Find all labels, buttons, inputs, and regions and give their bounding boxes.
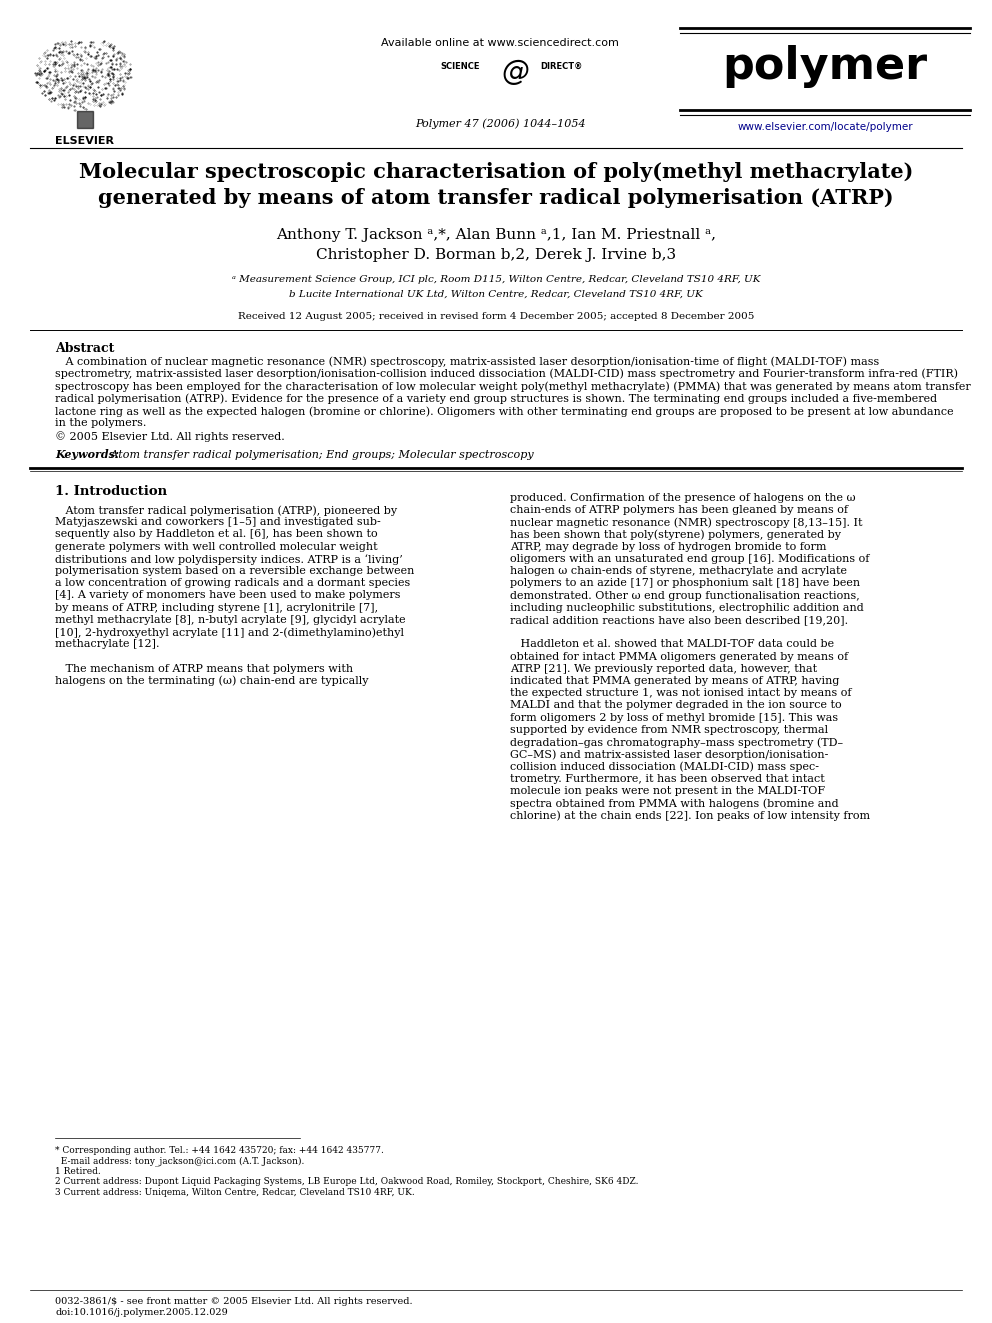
Text: doi:10.1016/j.polymer.2005.12.029: doi:10.1016/j.polymer.2005.12.029: [55, 1308, 228, 1316]
Text: * Corresponding author. Tel.: +44 1642 435720; fax: +44 1642 435777.: * Corresponding author. Tel.: +44 1642 4…: [55, 1146, 384, 1155]
Text: ᵃ Measurement Science Group, ICI plc, Room D115, Wilton Centre, Redcar, Clevelan: ᵃ Measurement Science Group, ICI plc, Ro…: [232, 275, 760, 284]
Text: ATRP, may degrade by loss of hydrogen bromide to form: ATRP, may degrade by loss of hydrogen br…: [510, 542, 826, 552]
Text: GC–MS) and matrix-assisted laser desorption/ionisation-: GC–MS) and matrix-assisted laser desorpt…: [510, 749, 828, 759]
Text: a low concentration of growing radicals and a dormant species: a low concentration of growing radicals …: [55, 578, 411, 589]
Text: molecule ion peaks were not present in the MALDI-TOF: molecule ion peaks were not present in t…: [510, 786, 825, 796]
Text: 2 Current address: Dupont Liquid Packaging Systems, LB Europe Ltd, Oakwood Road,: 2 Current address: Dupont Liquid Packagi…: [55, 1177, 639, 1187]
Text: radical addition reactions have also been described [19,20].: radical addition reactions have also bee…: [510, 615, 848, 624]
Text: 1 Retired.: 1 Retired.: [55, 1167, 101, 1176]
Text: ATRP [21]. We previously reported data, however, that: ATRP [21]. We previously reported data, …: [510, 664, 817, 673]
Text: distributions and low polydispersity indices. ATRP is a ‘living’: distributions and low polydispersity ind…: [55, 554, 403, 565]
Text: form oligomers 2 by loss of methyl bromide [15]. This was: form oligomers 2 by loss of methyl bromi…: [510, 713, 838, 722]
Text: produced. Confirmation of the presence of halogens on the ω: produced. Confirmation of the presence o…: [510, 493, 856, 503]
Text: Keywords:: Keywords:: [55, 450, 119, 460]
Text: obtained for intact PMMA oligomers generated by means of: obtained for intact PMMA oligomers gener…: [510, 652, 848, 662]
Text: DIRECT®: DIRECT®: [540, 62, 582, 71]
Text: including nucleophilic substitutions, electrophilic addition and: including nucleophilic substitutions, el…: [510, 603, 864, 613]
Text: E-mail address: tony_jackson@ici.com (A.T. Jackson).: E-mail address: tony_jackson@ici.com (A.…: [55, 1156, 305, 1167]
Text: methyl methacrylate [8], n-butyl acrylate [9], glycidyl acrylate: methyl methacrylate [8], n-butyl acrylat…: [55, 615, 406, 624]
Text: spectra obtained from PMMA with halogens (bromine and: spectra obtained from PMMA with halogens…: [510, 798, 838, 808]
Text: A combination of nuclear magnetic resonance (NMR) spectroscopy, matrix-assisted : A combination of nuclear magnetic resona…: [55, 356, 879, 366]
Text: has been shown that poly(styrene) polymers, generated by: has been shown that poly(styrene) polyme…: [510, 529, 841, 540]
Text: collision induced dissociation (MALDI-CID) mass spec-: collision induced dissociation (MALDI-CI…: [510, 762, 819, 771]
Text: indicated that PMMA generated by means of ATRP, having: indicated that PMMA generated by means o…: [510, 676, 839, 687]
Text: Haddleton et al. showed that MALDI-TOF data could be: Haddleton et al. showed that MALDI-TOF d…: [510, 639, 834, 650]
Text: the expected structure 1, was not ionised intact by means of: the expected structure 1, was not ionise…: [510, 688, 851, 699]
Text: lactone ring as well as the expected halogen (bromine or chlorine). Oligomers wi: lactone ring as well as the expected hal…: [55, 406, 953, 417]
Text: Received 12 August 2005; received in revised form 4 December 2005; accepted 8 De: Received 12 August 2005; received in rev…: [238, 312, 754, 321]
Text: 1. Introduction: 1. Introduction: [55, 486, 167, 497]
Text: spectroscopy has been employed for the characterisation of low molecular weight : spectroscopy has been employed for the c…: [55, 381, 971, 392]
Text: Christopher D. Borman b,2, Derek J. Irvine b,3: Christopher D. Borman b,2, Derek J. Irvi…: [315, 247, 677, 262]
Text: nuclear magnetic resonance (NMR) spectroscopy [8,13–15]. It: nuclear magnetic resonance (NMR) spectro…: [510, 517, 862, 528]
Text: [10], 2-hydroxyethyl acrylate [11] and 2-(dimethylamino)ethyl: [10], 2-hydroxyethyl acrylate [11] and 2…: [55, 627, 404, 638]
Text: The mechanism of ATRP means that polymers with: The mechanism of ATRP means that polymer…: [55, 664, 353, 673]
Text: methacrylate [12].: methacrylate [12].: [55, 639, 160, 650]
Text: polymers to an azide [17] or phosphonium salt [18] have been: polymers to an azide [17] or phosphonium…: [510, 578, 860, 589]
Text: degradation–gas chromatography–mass spectrometry (TD–: degradation–gas chromatography–mass spec…: [510, 737, 843, 747]
Text: [4]. A variety of monomers have been used to make polymers: [4]. A variety of monomers have been use…: [55, 590, 401, 601]
Text: radical polymerisation (ATRP). Evidence for the presence of a variety end group : radical polymerisation (ATRP). Evidence …: [55, 393, 937, 404]
Text: by means of ATRP, including styrene [1], acrylonitrile [7],: by means of ATRP, including styrene [1],…: [55, 602, 378, 613]
Text: ELSEVIER: ELSEVIER: [56, 136, 114, 146]
Text: chain-ends of ATRP polymers has been gleaned by means of: chain-ends of ATRP polymers has been gle…: [510, 505, 848, 515]
Text: generate polymers with well controlled molecular weight: generate polymers with well controlled m…: [55, 541, 378, 552]
Text: generated by means of atom transfer radical polymerisation (ATRP): generated by means of atom transfer radi…: [98, 188, 894, 208]
Text: Atom transfer radical polymerisation; End groups; Molecular spectroscopy: Atom transfer radical polymerisation; En…: [107, 450, 534, 459]
Text: @: @: [501, 58, 529, 86]
Text: oligomers with an unsaturated end group [16]. Modifications of: oligomers with an unsaturated end group …: [510, 554, 869, 564]
Text: halogens on the terminating (ω) chain-end are typically: halogens on the terminating (ω) chain-en…: [55, 676, 368, 687]
Text: www.elsevier.com/locate/polymer: www.elsevier.com/locate/polymer: [737, 122, 913, 132]
Text: Polymer 47 (2006) 1044–1054: Polymer 47 (2006) 1044–1054: [415, 118, 585, 128]
Text: Abstract: Abstract: [55, 343, 114, 355]
Text: © 2005 Elsevier Ltd. All rights reserved.: © 2005 Elsevier Ltd. All rights reserved…: [55, 431, 285, 442]
Text: polymer: polymer: [722, 45, 928, 89]
Text: sequently also by Haddleton et al. [6], has been shown to: sequently also by Haddleton et al. [6], …: [55, 529, 378, 540]
Text: in the polymers.: in the polymers.: [55, 418, 147, 429]
Text: SCIENCE: SCIENCE: [440, 62, 479, 71]
Text: Matyjaszewski and coworkers [1–5] and investigated sub-: Matyjaszewski and coworkers [1–5] and in…: [55, 517, 381, 527]
Text: spectrometry, matrix-assisted laser desorption/ionisation-collision induced diss: spectrometry, matrix-assisted laser deso…: [55, 369, 958, 380]
Text: chlorine) at the chain ends [22]. Ion peaks of low intensity from: chlorine) at the chain ends [22]. Ion pe…: [510, 810, 870, 820]
Text: 0032-3861/$ - see front matter © 2005 Elsevier Ltd. All rights reserved.: 0032-3861/$ - see front matter © 2005 El…: [55, 1297, 413, 1306]
Text: polymerisation system based on a reversible exchange between: polymerisation system based on a reversi…: [55, 566, 415, 576]
Polygon shape: [77, 111, 92, 128]
Text: Available online at www.sciencedirect.com: Available online at www.sciencedirect.co…: [381, 38, 619, 48]
Text: MALDI and that the polymer degraded in the ion source to: MALDI and that the polymer degraded in t…: [510, 700, 841, 710]
Text: trometry. Furthermore, it has been observed that intact: trometry. Furthermore, it has been obser…: [510, 774, 824, 783]
Text: 3 Current address: Uniqema, Wilton Centre, Redcar, Cleveland TS10 4RF, UK.: 3 Current address: Uniqema, Wilton Centr…: [55, 1188, 415, 1197]
Text: demonstrated. Other ω end group functionalisation reactions,: demonstrated. Other ω end group function…: [510, 590, 860, 601]
Text: Anthony T. Jackson ᵃ,*, Alan Bunn ᵃ,1, Ian M. Priestnall ᵃ,: Anthony T. Jackson ᵃ,*, Alan Bunn ᵃ,1, I…: [276, 228, 716, 242]
Text: Atom transfer radical polymerisation (ATRP), pioneered by: Atom transfer radical polymerisation (AT…: [55, 505, 397, 516]
Text: halogen ω chain-ends of styrene, methacrylate and acrylate: halogen ω chain-ends of styrene, methacr…: [510, 566, 847, 577]
Text: supported by evidence from NMR spectroscopy, thermal: supported by evidence from NMR spectrosc…: [510, 725, 828, 734]
Text: b Lucite International UK Ltd, Wilton Centre, Redcar, Cleveland TS10 4RF, UK: b Lucite International UK Ltd, Wilton Ce…: [289, 290, 703, 299]
Text: Molecular spectroscopic characterisation of poly(methyl methacrylate): Molecular spectroscopic characterisation…: [78, 161, 914, 183]
